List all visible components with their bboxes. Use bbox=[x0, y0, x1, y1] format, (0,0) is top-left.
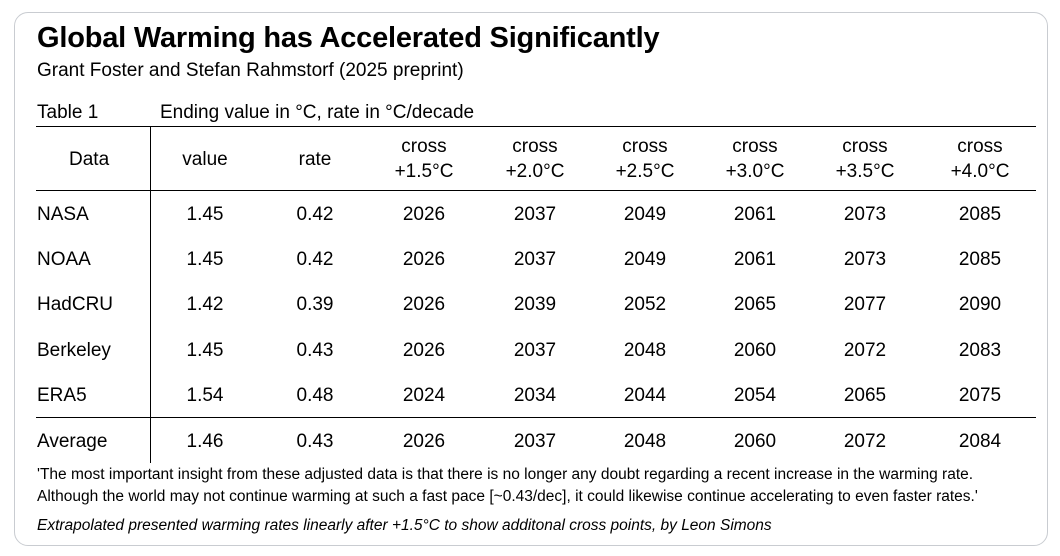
table-cell: 2024 bbox=[402, 385, 446, 406]
column-header: rate bbox=[298, 149, 332, 170]
column-header: value bbox=[182, 149, 228, 170]
row-label: NOAA bbox=[37, 249, 91, 270]
column-header: cross +2.0°C bbox=[506, 134, 565, 184]
table-cell: 2084 bbox=[958, 431, 1002, 452]
table-cell: 1.54 bbox=[186, 385, 224, 406]
column-header-line2: +4.0°C bbox=[950, 161, 1010, 182]
table-cell: 1.46 bbox=[186, 431, 224, 452]
table-description: Ending value in °C, rate in °C/decade bbox=[160, 102, 475, 123]
row-label: NASA bbox=[37, 204, 89, 225]
table-column-divider bbox=[150, 126, 151, 463]
table-cell: 1.42 bbox=[186, 294, 224, 315]
column-header-line2: +3.0°C bbox=[725, 161, 785, 182]
column-header-line2: +2.0°C bbox=[505, 161, 565, 182]
page-title: Global Warming has Accelerated Significa… bbox=[37, 22, 660, 54]
column-header: cross +3.5°C bbox=[836, 134, 895, 184]
column-header-line1: cross bbox=[401, 136, 447, 157]
table-cell: 2049 bbox=[623, 249, 667, 270]
table-cell: 1.45 bbox=[186, 204, 224, 225]
row-label: Average bbox=[37, 431, 108, 452]
table-cell: 2026 bbox=[402, 431, 446, 452]
table-cell: 2060 bbox=[733, 340, 777, 361]
table-cell: 2077 bbox=[843, 294, 887, 315]
table-cell: 2037 bbox=[513, 249, 557, 270]
table-cell: 2026 bbox=[402, 294, 446, 315]
table-cell: 2037 bbox=[513, 431, 557, 452]
column-header: Data bbox=[69, 149, 110, 170]
table-cell: 2034 bbox=[513, 385, 557, 406]
column-header-line2: +1.5°C bbox=[394, 161, 454, 182]
table-cell: 2083 bbox=[958, 340, 1002, 361]
column-header-line2: +2.5°C bbox=[615, 161, 675, 182]
credit-note: Extrapolated presented warming rates lin… bbox=[37, 517, 772, 534]
row-label: Berkeley bbox=[37, 340, 111, 361]
table-label: Table 1 bbox=[37, 102, 99, 123]
column-header-line1: cross bbox=[512, 136, 558, 157]
table-top-rule bbox=[36, 126, 1036, 127]
page-subtitle: Grant Foster and Stefan Rahmstorf (2025 … bbox=[37, 60, 464, 81]
table-cell: 0.43 bbox=[296, 431, 334, 452]
table-cell: 1.45 bbox=[186, 340, 224, 361]
column-header-line1: cross bbox=[732, 136, 778, 157]
row-label: ERA5 bbox=[37, 385, 87, 406]
table-cell: 2072 bbox=[843, 431, 887, 452]
table-cell: 2073 bbox=[843, 249, 887, 270]
table-cell: 2075 bbox=[958, 385, 1002, 406]
column-header: cross +3.0°C bbox=[726, 134, 785, 184]
table-cell: 2061 bbox=[733, 249, 777, 270]
table-cell: 2054 bbox=[733, 385, 777, 406]
column-header: cross +4.0°C bbox=[951, 134, 1010, 184]
table-cell: 2026 bbox=[402, 340, 446, 361]
column-header-line1: cross bbox=[622, 136, 668, 157]
table-cell: 0.43 bbox=[296, 340, 334, 361]
table-cell: 2061 bbox=[733, 204, 777, 225]
row-label: HadCRU bbox=[37, 294, 114, 315]
table-cell: 2037 bbox=[513, 340, 557, 361]
card-frame bbox=[14, 12, 1048, 546]
column-header-line2: +3.5°C bbox=[835, 161, 895, 182]
table-cell: 2072 bbox=[843, 340, 887, 361]
table-cell: 0.48 bbox=[296, 385, 334, 406]
table-cell: 1.45 bbox=[186, 249, 224, 270]
table-cell: 2049 bbox=[623, 204, 667, 225]
table-cell: 0.39 bbox=[296, 294, 334, 315]
table-cell: 2026 bbox=[402, 204, 446, 225]
column-header: cross +2.5°C bbox=[616, 134, 675, 184]
table-cell: 2065 bbox=[733, 294, 777, 315]
table-cell: 2060 bbox=[733, 431, 777, 452]
table-cell: 2039 bbox=[513, 294, 557, 315]
table-header-rule bbox=[36, 190, 1036, 191]
quote-text: 'The most important insight from these a… bbox=[37, 464, 978, 508]
table-cell: 2065 bbox=[843, 385, 887, 406]
table-cell: 0.42 bbox=[296, 249, 334, 270]
table-cell: 0.42 bbox=[296, 204, 334, 225]
table-cell: 2048 bbox=[623, 340, 667, 361]
quote-line-1: 'The most important insight from these a… bbox=[37, 466, 974, 483]
table-cell: 2073 bbox=[843, 204, 887, 225]
table-cell: 2026 bbox=[402, 249, 446, 270]
table-cell: 2048 bbox=[623, 431, 667, 452]
table-cell: 2037 bbox=[513, 204, 557, 225]
table-cell: 2044 bbox=[623, 385, 667, 406]
table-average-rule bbox=[36, 417, 1036, 418]
table-cell: 2085 bbox=[958, 204, 1002, 225]
table-cell: 2085 bbox=[958, 249, 1002, 270]
column-header-line1: cross bbox=[842, 136, 888, 157]
quote-line-2: Although the world may not continue warm… bbox=[37, 488, 978, 505]
column-header-line1: cross bbox=[957, 136, 1003, 157]
table-cell: 2052 bbox=[623, 294, 667, 315]
column-header: cross +1.5°C bbox=[395, 134, 454, 184]
table-cell: 2090 bbox=[958, 294, 1002, 315]
